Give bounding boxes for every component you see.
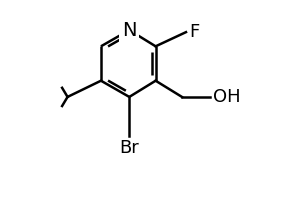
Text: N: N — [122, 21, 136, 40]
Text: OH: OH — [213, 88, 241, 106]
Text: Br: Br — [119, 139, 139, 157]
Text: F: F — [189, 23, 199, 41]
